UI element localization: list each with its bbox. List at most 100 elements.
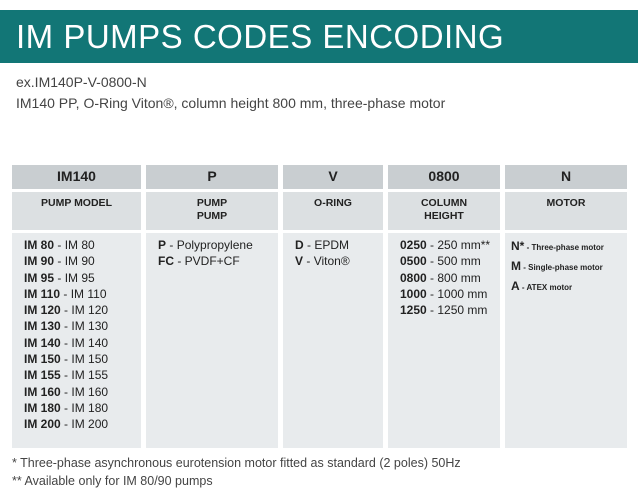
item-description: - EPDM [307,238,350,252]
item: N* - Three-phase motor [511,237,627,257]
column-items: IM 80 - IM 80 IM 90 - IM 90 IM 95 - IM 95 I… [12,233,141,448]
label-line: MOTOR [546,197,586,209]
item-description: - IM 200 [64,417,109,432]
item-description: - ATEX motor [521,283,573,292]
item-description: - IM 180 [64,400,109,415]
item-code: 0500 [400,254,427,269]
item-description: - IM 150 [64,352,109,367]
label-line: PUMP MODEL [41,197,112,209]
example-description: IM140 PP, O-Ring Viton®, column height 8… [16,95,446,111]
label-line: PUMP [196,197,228,209]
column-items: P - Polypropylene FC - PVDF+CF [146,233,278,448]
header-title: IM PUMPS CODES ENCODING [0,10,638,63]
item-description: - IM 90 [57,254,95,269]
column-items: 0250 - 250 mm** 0500 - 500 mm 0800 - 800 m… [388,233,500,448]
item-code: M [511,259,521,273]
item-description: - 800 mm [430,270,481,285]
item: 1250 - 1250 mm [400,302,500,318]
item-code: 0800 [400,270,427,285]
item-code: IM 150 [24,352,61,367]
item-description: - Viton® [306,254,350,269]
item-code: FC [158,254,174,269]
item-description: - IM 110 [63,286,107,301]
label-line: PUMP [196,210,228,222]
item-description: - IM 140 [64,335,109,350]
item-code: IM 200 [24,417,61,432]
column-label: O-RING [283,192,383,230]
item-description: - Single-phase motor [523,263,603,272]
item-code: 1000 [400,286,427,301]
column-label: PUMP MODEL [12,192,141,230]
item-description: - 1250 mm [430,303,488,318]
item: IM 200 - IM 200 [24,416,141,432]
item-code: IM 155 [24,368,61,383]
item-description: - IM 95 [57,270,95,285]
item-code: IM 180 [24,400,61,415]
column-code: N [505,165,627,189]
item: IM 155 - IM 155 [24,367,141,383]
item-code: IM 90 [24,254,55,269]
item: 0800 - 800 mm [400,270,500,286]
item: IM 120 - IM 120 [24,302,141,318]
item-description: - IM 160 [64,384,109,399]
item-description: - Three-phase motor [526,243,604,252]
label-line: COLUMN [420,197,468,209]
item-description: - Polypropylene [169,238,253,252]
item: 0250 - 250 mm** [400,237,500,253]
column-code: V [283,165,383,189]
item: IM 160 - IM 160 [24,384,141,400]
column-code: IM140 [12,165,141,189]
item-description: - PVDF+CF [177,254,240,269]
item: IM 80 - IM 80 [24,237,141,253]
item-description: - IM 80 [57,238,95,252]
item: FC - PVDF+CF [158,253,278,269]
item: 1000 - 1000 mm [400,286,500,302]
item: IM 95 - IM 95 [24,270,141,286]
item-code: V [295,254,304,269]
item-code: IM 80 [24,238,55,252]
item: IM 90 - IM 90 [24,253,141,269]
item: P - Polypropylene [158,237,278,253]
item-code: IM 110 [24,286,61,301]
column-items: N* - Three-phase motor M - Single-phase m… [505,233,627,448]
item: IM 140 - IM 140 [24,335,141,351]
item-description: - IM 155 [64,368,109,383]
item-code: N* [511,239,525,253]
column-items: D - EPDM V - Viton® [283,233,383,448]
item-description: - IM 130 [64,319,109,334]
footnote: * Three-phase asynchronous eurotension m… [12,456,461,470]
example-code: ex.IM140P-V-0800-N [16,74,147,90]
item-description: - IM 120 [64,303,109,318]
item: 0500 - 500 mm [400,253,500,269]
item-code: IM 130 [24,319,61,334]
item-code: 0250 [400,238,427,252]
label-line: HEIGHT [424,210,464,222]
item-code: IM 160 [24,384,61,399]
item-code: D [295,238,304,252]
item-description: - 250 mm** [430,238,491,252]
column-code: P [146,165,278,189]
item-code: IM 140 [24,335,61,350]
item: IM 110 - IM 110 [24,286,141,302]
item-code: IM 120 [24,303,61,318]
column-label: COLUMN HEIGHT [388,192,500,230]
column-label: MOTOR [505,192,627,230]
item-code: IM 95 [24,270,55,285]
column-code: 0800 [388,165,500,189]
item-description: - 1000 mm [430,286,488,301]
item-code: A [511,279,520,293]
item: IM 180 - IM 180 [24,400,141,416]
item: D - EPDM [295,237,383,253]
item: A - ATEX motor [511,277,627,297]
item-description: - 500 mm [430,254,481,269]
item: V - Viton® [295,253,383,269]
item-code: P [158,238,167,252]
column-label: PUMP PUMP [146,192,278,230]
item-code: 1250 [400,303,427,318]
item: M - Single-phase motor [511,257,627,277]
item: IM 130 - IM 130 [24,318,141,334]
item: IM 150 - IM 150 [24,351,141,367]
label-line: O-RING [314,197,352,209]
footnote: ** Available only for IM 80/90 pumps [12,474,213,488]
